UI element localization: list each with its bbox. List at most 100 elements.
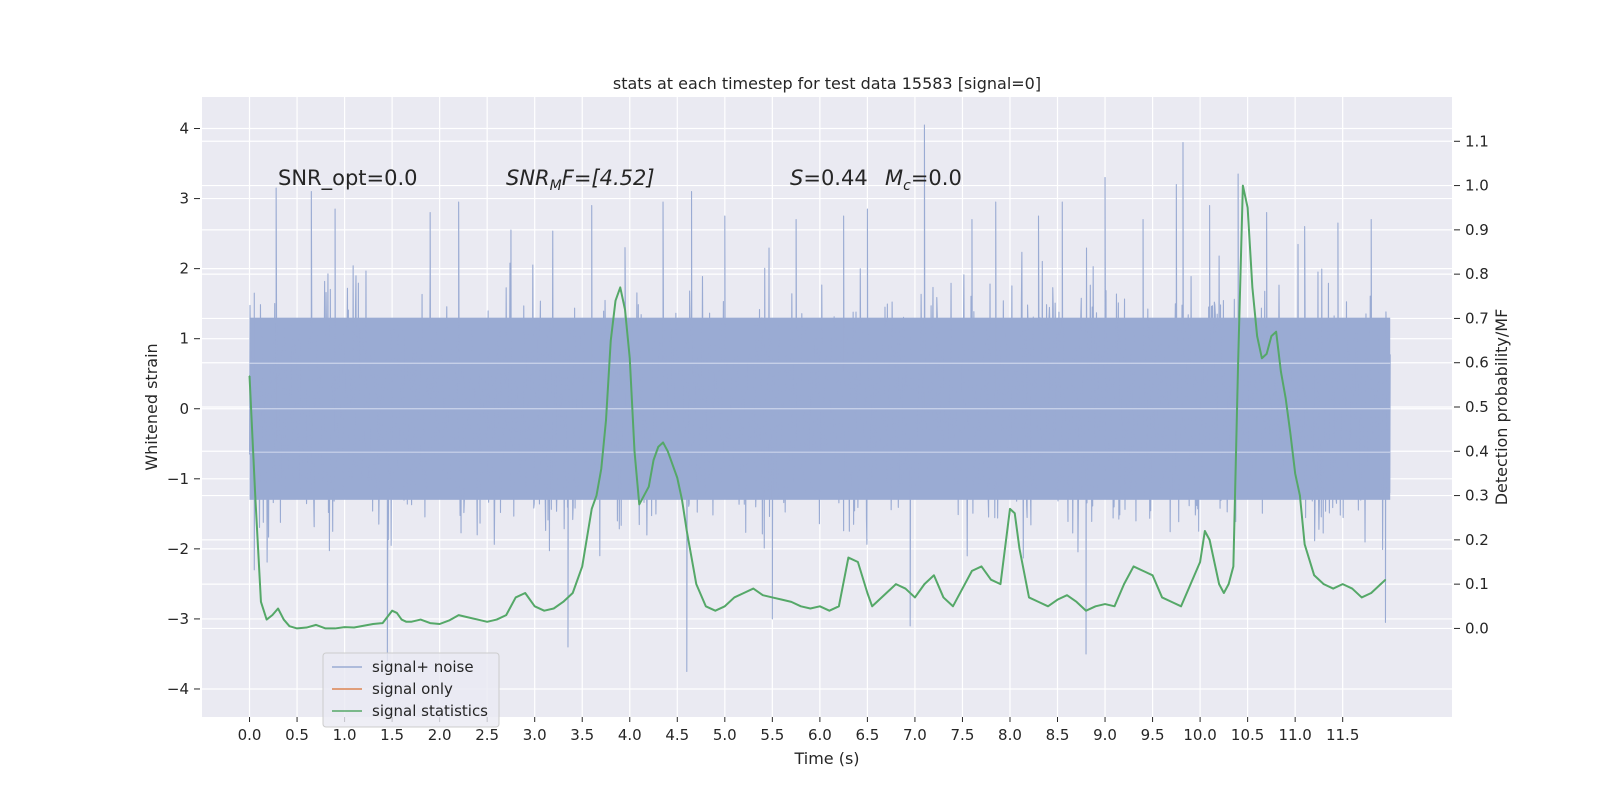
stat-point-48	[624, 308, 626, 311]
stat-point-126	[1247, 207, 1249, 209]
y-right-tick-label-0: 1.1	[1465, 132, 1489, 150]
stat-point-47	[619, 286, 621, 289]
statistics-series-layer	[248, 184, 1387, 630]
x-tick-label-1: 0.5	[285, 726, 309, 744]
stat-point-3	[266, 618, 268, 621]
stat-point-93	[980, 565, 983, 568]
x-tick-label-13: 6.5	[855, 726, 879, 744]
stat-point-113	[1161, 596, 1163, 599]
x-tick-label-6: 3.0	[523, 726, 547, 744]
stat-point-135	[1289, 432, 1291, 435]
x-tick-label-17: 8.5	[1046, 726, 1070, 744]
stat-point-146	[1380, 583, 1382, 585]
stat-point-67	[743, 592, 745, 594]
stat-point-37	[553, 607, 555, 610]
stat-point-39	[572, 592, 574, 594]
stat-point-134	[1285, 397, 1287, 399]
stat-point-56	[662, 441, 664, 444]
stat-point-58	[671, 463, 674, 466]
x-tick-label-11: 5.5	[760, 726, 784, 744]
stat-point-107	[1104, 603, 1106, 605]
stat-point-8	[296, 627, 298, 630]
stat-point-19	[396, 612, 398, 614]
stat-point-17	[382, 622, 384, 624]
stat-point-78	[847, 556, 849, 559]
stat-point-50	[633, 450, 636, 452]
stat-point-26	[448, 619, 450, 622]
stat-point-100	[1037, 601, 1040, 603]
stat-point-49	[629, 357, 631, 359]
annotation-snr-mf-sub: M	[550, 178, 562, 194]
stat-point-144	[1361, 596, 1363, 599]
stat-point-80	[866, 592, 869, 594]
stat-point-97	[1014, 512, 1016, 514]
x-tick-label-9: 4.5	[665, 726, 689, 744]
stat-point-111	[1142, 570, 1144, 572]
stat-point-129	[1261, 357, 1263, 359]
stat-point-132	[1275, 331, 1277, 333]
annotation-snr-mf-rest: F=[4.52]	[562, 166, 655, 190]
stat-point-62	[695, 583, 697, 585]
stat-point-60	[681, 499, 683, 501]
x-tick-label-4: 2.0	[428, 726, 452, 744]
stat-point-95	[999, 583, 1002, 585]
y-right-tick-label-9: 0.2	[1465, 531, 1489, 549]
stat-point-11	[324, 627, 327, 630]
stat-point-121	[1223, 592, 1225, 594]
stat-point-123	[1232, 565, 1234, 568]
x-tick-label-8: 4.0	[618, 726, 642, 744]
y-right-tick-label-11: 0.0	[1465, 619, 1489, 637]
stat-point-76	[828, 610, 830, 612]
x-tick-label-0: 0.0	[238, 726, 262, 744]
stat-point-28	[467, 616, 469, 618]
x-tick-label-16: 8.0	[998, 726, 1022, 744]
stat-point-5	[277, 607, 279, 610]
x-tick-label-12: 6.0	[808, 726, 832, 744]
x-tick-label-3: 1.5	[380, 726, 404, 744]
stat-point-90	[952, 605, 954, 607]
stat-point-116	[1189, 583, 1192, 585]
stat-point-9	[305, 626, 308, 629]
y-right-tick-label-1: 1.0	[1465, 177, 1489, 195]
stat-point-112	[1151, 574, 1154, 576]
stat-point-89	[942, 596, 945, 599]
y-tick-label-1: 3	[179, 190, 189, 208]
stat-point-34	[524, 592, 526, 594]
y-tick-label-0: 4	[179, 120, 189, 138]
y-right-tick-label-5: 0.6	[1465, 354, 1489, 372]
chart-title: stats at each timestep for test data 155…	[613, 74, 1041, 93]
stat-point-23	[420, 618, 422, 621]
y-tick-label-3: 1	[179, 330, 189, 348]
stat-point-120	[1218, 583, 1220, 585]
stat-point-83	[885, 592, 888, 594]
annotation-snr-opt: SNR_opt=0.0	[278, 166, 418, 191]
x-tick-label-15: 7.5	[951, 726, 975, 744]
stat-point-55	[657, 446, 659, 448]
annotation-mc: Mc=0.0	[885, 166, 962, 194]
stat-point-117	[1199, 561, 1201, 563]
stat-point-30	[486, 621, 488, 623]
annotations: SNR_opt=0.0 SNRMF=[4.52] S=0.44 Mc=0.0	[278, 166, 962, 194]
y-right-tick-label-4: 0.7	[1465, 309, 1489, 327]
x-tick-label-21: 10.5	[1231, 726, 1264, 744]
x-tick-label-18: 9.0	[1093, 726, 1117, 744]
legend-label-signal-only: signal only	[372, 680, 453, 698]
stat-point-106	[1094, 605, 1097, 607]
stat-point-140	[1323, 583, 1325, 585]
stat-point-79	[857, 561, 859, 563]
stat-point-43	[600, 468, 602, 470]
stat-point-88	[933, 574, 935, 576]
annotation-s: S=0.44	[790, 166, 868, 190]
stat-point-1	[254, 494, 256, 497]
stat-point-20	[401, 618, 403, 621]
stat-point-74	[809, 607, 811, 610]
stat-point-133	[1280, 370, 1282, 373]
x-tick-label-5: 2.5	[475, 726, 499, 744]
stat-point-70	[771, 596, 773, 599]
annotation-snr-mf-main: SNR	[506, 166, 550, 190]
stat-point-84	[895, 583, 897, 585]
stat-point-21	[405, 621, 407, 623]
stat-point-108	[1113, 605, 1116, 607]
stat-point-7	[288, 625, 291, 627]
